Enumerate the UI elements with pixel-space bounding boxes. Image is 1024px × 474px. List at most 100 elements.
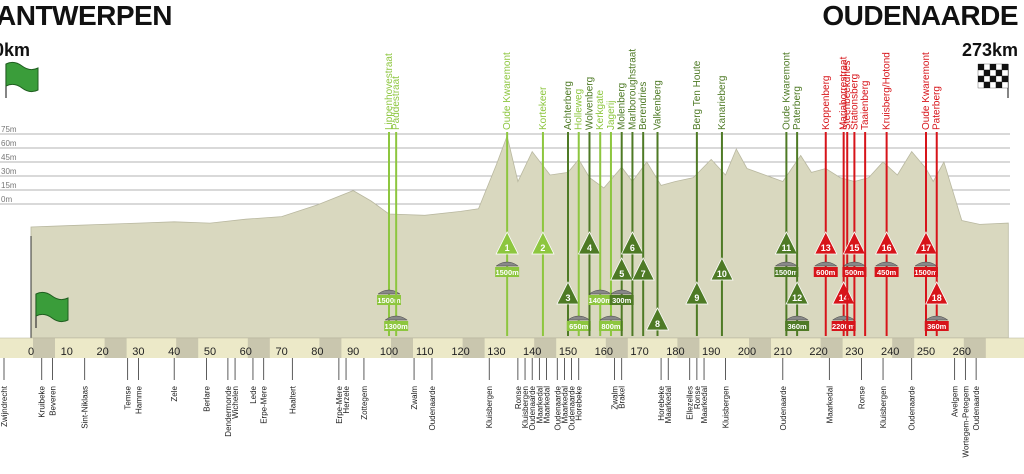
surface-length: 1300m [384, 322, 408, 331]
town-marker: Wichelen [231, 358, 240, 419]
climb-marker: Holleweg 650m [566, 89, 591, 336]
km-tick-label: 70 [275, 346, 287, 358]
town-marker: Erpe-Mere [335, 358, 344, 424]
km-tick-label: 80 [311, 346, 323, 358]
km-axis-cell [319, 338, 342, 358]
km-tick-label: 90 [347, 346, 359, 358]
start-distance: 0km [0, 40, 31, 60]
elevation-gridline-label: 60m [1, 139, 17, 148]
checker-cell [989, 69, 997, 77]
town-marker: Maarkedal [543, 358, 552, 423]
town-marker: Kluisbergen [485, 358, 494, 428]
km-tick-label: 200 [738, 346, 756, 358]
town-name: Dendermonde [224, 385, 233, 436]
climb-triangle [874, 231, 899, 255]
climb-number: 8 [655, 319, 660, 329]
km-tick-label: 100 [380, 346, 398, 358]
cobble-icon [384, 315, 408, 321]
climb-triangle [645, 307, 670, 331]
town-marker: Temse [124, 358, 133, 410]
finish-distance: 273km [961, 40, 1018, 60]
town-name: Ronse [693, 385, 702, 409]
elevation-gridline-label: 30m [1, 167, 17, 176]
surface-badge [566, 321, 591, 331]
town-name: Kluisbergen [879, 386, 888, 428]
km-tick-label: 180 [666, 346, 684, 358]
km-tick-label: 120 [451, 346, 469, 358]
climb-triangle [531, 231, 555, 255]
climb-marker: Valkenberg 8 [645, 80, 670, 336]
climb-name: Stationsberg [849, 74, 860, 130]
surface-length: 1500m [914, 268, 938, 277]
town-marker: Oudenaarde [428, 358, 437, 430]
town-name: Brakel [618, 386, 627, 409]
km-tick-label: 250 [917, 346, 935, 358]
flag-cloth [35, 291, 69, 323]
climb-marker: Berg Ten Houte 9 [685, 60, 709, 336]
elevation-gridline-label: 15m [1, 181, 17, 190]
climb-triangle [685, 281, 709, 305]
km-tick-label: 130 [487, 346, 505, 358]
climb-name: Steenbeekdries [842, 61, 853, 131]
town-name: Maarkedal [700, 386, 709, 424]
town-marker: Brakel [618, 358, 627, 409]
town-name: Oudenaarde [908, 385, 917, 430]
climb-name: Valkenberg [653, 80, 664, 130]
km-tick-label: 10 [61, 346, 73, 358]
town-name: Zwalm [410, 386, 419, 410]
climb-name: Oude Kwaremont [502, 52, 513, 130]
surface-badge [774, 267, 799, 277]
flag-cloth [5, 61, 39, 93]
climb-marker: Paddestraat 1300m [384, 76, 408, 336]
surface-length: 1500m [495, 268, 519, 277]
km-tick-label: 220 [809, 346, 827, 358]
town-marker: Zele [170, 358, 179, 402]
km-axis-cell [176, 338, 199, 358]
town-name: Erpe-Mere [335, 385, 344, 423]
climb-number: 16 [882, 243, 892, 253]
town-marker: Zwijndrecht [0, 358, 9, 427]
town-marker: Sint-Niklaas [81, 358, 90, 429]
town-marker: Oudenaarde [568, 358, 577, 430]
surface-length: 360m [788, 322, 808, 331]
climb-triangle [631, 257, 655, 281]
km-tick-label: 110 [416, 346, 434, 358]
town-name: Horebeke [575, 385, 584, 420]
town-name: Sint-Niklaas [81, 386, 90, 429]
town-name: Zottegem [360, 386, 369, 420]
town-name: Oudenaarde [428, 385, 437, 430]
climb-marker: Kortekeer 2 [531, 86, 555, 336]
town-name: Herzele [342, 385, 351, 413]
climb-name: Kanarieberg [717, 76, 728, 130]
climb-triangle [914, 231, 938, 255]
climb-name: Berg Ten Houte [692, 60, 703, 130]
climb-number: 4 [587, 243, 592, 253]
town-marker: Wortegem-Petegem [961, 358, 970, 457]
elevation-gridline-label: 75m [1, 125, 17, 134]
checker-cell [983, 63, 991, 71]
elevation-gridline-label: 45m [1, 153, 17, 162]
climb-marker: Oude Kwaremont 1 1500m [495, 52, 519, 336]
km-axis-cell [820, 338, 843, 358]
climb-triangle [814, 231, 838, 255]
climb-number: 15 [849, 243, 859, 253]
town-marker: Haaltert [288, 358, 297, 414]
town-name: Avelgem [951, 386, 960, 417]
climb-name: Molenberg [617, 83, 628, 130]
cobble-icon [924, 315, 949, 321]
km-axis-cell [677, 338, 700, 358]
climb-name: Berendries [638, 82, 649, 130]
surface-badge [842, 267, 867, 277]
town-marker: Erpe-Mere [260, 358, 269, 424]
town-name: Beveren [48, 386, 57, 416]
town-marker: Zottegem [360, 358, 369, 420]
checker-cell [977, 81, 985, 89]
climb-triangle [556, 281, 580, 305]
climb-marker: Stationsberg 15 500m [842, 74, 867, 336]
start-flag-small-icon [35, 291, 69, 328]
town-marker: Ronse [858, 358, 867, 409]
climb-name: Lippenhovestraat [384, 53, 395, 130]
town-marker: Maarkedal [535, 358, 544, 423]
